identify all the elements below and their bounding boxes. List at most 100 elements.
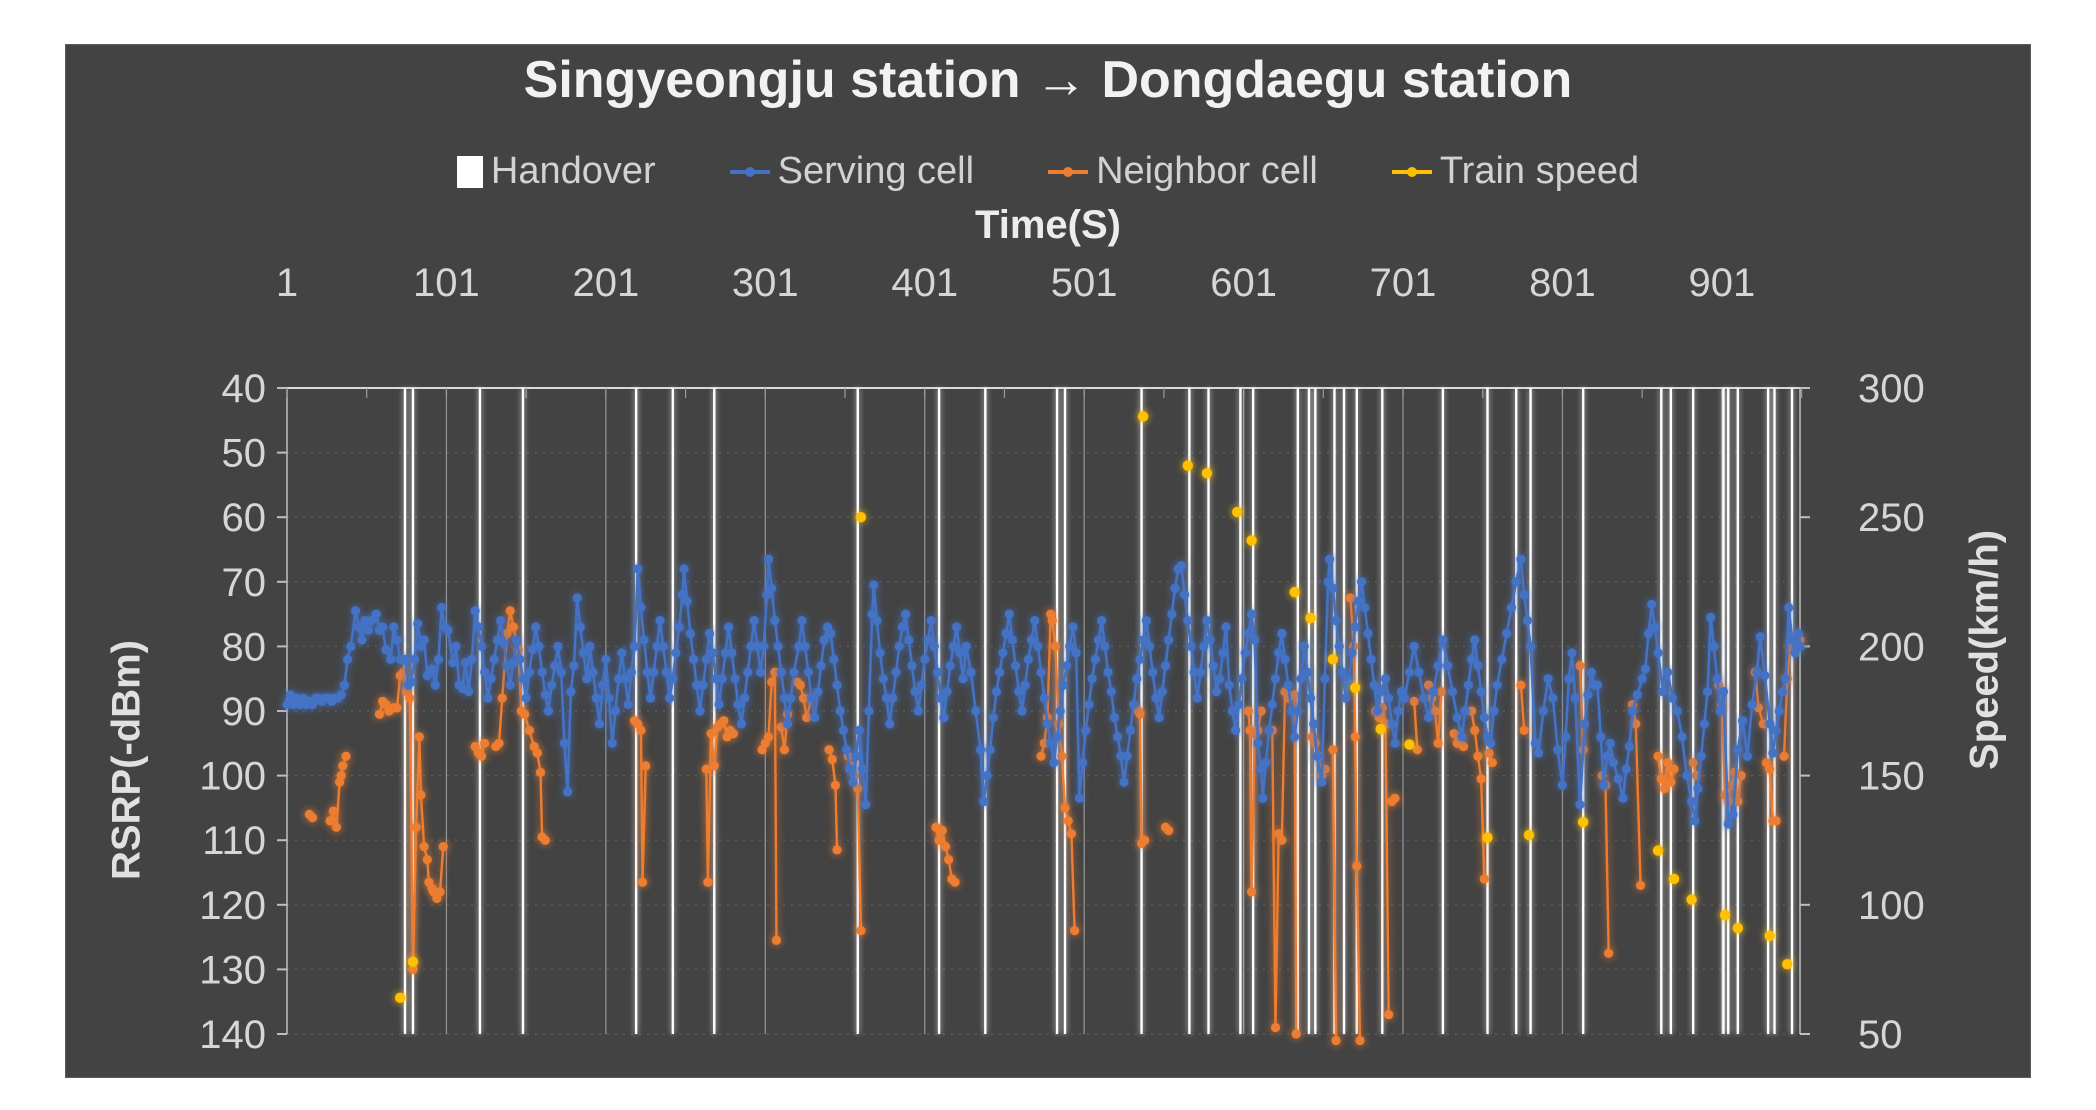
serving-cell-marker	[1466, 654, 1477, 664]
serving-cell-marker	[708, 648, 718, 658]
serving-cell-marker	[1489, 706, 1499, 716]
neighbor-cell-marker	[1575, 661, 1585, 671]
train-speed-marker	[1523, 829, 1535, 841]
serving-cell-marker	[400, 654, 410, 664]
serving-cell-marker	[1765, 719, 1775, 729]
serving-cell-marker	[1135, 654, 1145, 664]
train-speed-marker	[1305, 612, 1316, 624]
serving-cell-marker	[409, 654, 420, 664]
serving-cell-marker	[1215, 674, 1225, 684]
serving-cell-marker	[1596, 732, 1606, 742]
train-speed-marker	[407, 956, 419, 967]
train-speed-marker	[1201, 468, 1213, 479]
train-speed-marker	[1327, 654, 1339, 665]
serving-cell-marker	[1627, 706, 1638, 716]
serving-cell-marker	[888, 693, 898, 703]
serving-cell-marker	[1728, 809, 1738, 819]
neighbor-cell-line	[1293, 694, 1298, 1035]
serving-cell-marker	[486, 674, 496, 684]
legend-item-train-speed: Train speed	[1391, 150, 1639, 193]
neighbor-cell-marker	[1291, 1029, 1301, 1039]
serving-cell-marker	[688, 654, 699, 664]
neighbor-cell-marker	[419, 842, 429, 852]
neighbor-cell-marker	[405, 693, 415, 703]
serving-cell-marker	[1004, 609, 1014, 619]
serving-cell-marker	[1502, 628, 1512, 639]
serving-cell-marker	[1224, 680, 1234, 690]
train-speed-marker	[1732, 922, 1744, 934]
serving-cell-marker	[720, 648, 731, 658]
serving-cell-marker	[1557, 780, 1568, 790]
serving-cell-marker	[1246, 609, 1257, 619]
neighbor-cell-marker	[830, 780, 841, 790]
neighbor-cell-marker	[1063, 816, 1073, 826]
serving-cell-marker	[1538, 706, 1548, 716]
x-tick-label: 301	[732, 261, 799, 305]
serving-cell-marker	[998, 648, 1008, 658]
serving-cell-marker	[932, 667, 943, 677]
serving-cell-marker	[1637, 674, 1647, 684]
serving-cell-marker	[1672, 706, 1682, 716]
serving-cell-marker	[1138, 635, 1148, 645]
neighbor-cell-marker	[944, 854, 954, 865]
serving-cell-marker	[875, 648, 885, 658]
neighbor-cell-marker	[1328, 745, 1338, 755]
neighbor-cell-marker	[307, 812, 318, 823]
serving-cell-marker	[743, 667, 753, 677]
serving-cell-marker	[1350, 622, 1360, 632]
serving-cell-marker	[661, 667, 672, 677]
serving-cell-marker	[1384, 693, 1394, 703]
serving-cell-marker	[714, 699, 724, 710]
serving-cell-marker	[386, 654, 396, 664]
serving-cell-marker	[473, 622, 483, 632]
serving-cell-marker	[1320, 674, 1330, 684]
serving-cell-marker	[677, 590, 687, 600]
serving-cell-marker	[623, 699, 633, 710]
neighbor-cell-marker	[1736, 771, 1746, 781]
serving-cell-marker	[1356, 577, 1367, 587]
serving-cell-marker	[476, 641, 487, 652]
serving-cell-marker	[1087, 674, 1097, 684]
serving-cell-marker	[1164, 635, 1174, 645]
serving-cell-marker	[701, 654, 711, 664]
neighbor-cell-marker	[524, 725, 534, 735]
x-tick-label: 201	[572, 261, 639, 305]
neighbor-cell-marker	[779, 745, 790, 755]
serving-cell-marker	[610, 706, 621, 716]
serving-cell-marker	[891, 667, 901, 677]
neighbor-cell-marker	[494, 738, 504, 748]
serving-cell-marker	[585, 641, 595, 652]
neighbor-cell-marker	[1164, 825, 1174, 836]
neighbor-cell-marker	[1384, 1010, 1394, 1020]
neighbor-cell-marker	[1669, 764, 1679, 774]
serving-cell-marker	[1755, 632, 1765, 642]
serving-cell-marker	[878, 674, 888, 684]
serving-cell-marker	[1774, 706, 1784, 716]
serving-cell-marker	[1653, 648, 1663, 658]
serving-cell-marker	[430, 680, 440, 690]
serving-cell-marker	[427, 664, 437, 674]
serving-cell-marker	[1042, 719, 1053, 729]
serving-cell-marker	[762, 590, 772, 600]
neighbor-cell-marker	[1771, 816, 1781, 826]
serving-cell-marker	[1438, 635, 1448, 645]
neighbor-cell-marker	[1069, 926, 1080, 936]
serving-cell-marker	[569, 661, 579, 671]
serving-cell-marker	[1221, 622, 1231, 632]
serving-cell-marker	[1256, 764, 1266, 774]
serving-cell-marker	[489, 654, 499, 664]
serving-cell-marker	[360, 615, 370, 626]
x-tick-label: 501	[1051, 261, 1118, 305]
serving-cell-marker	[1457, 732, 1467, 742]
neighbor-cell-marker	[408, 964, 418, 975]
neighbor-cell-marker	[1765, 764, 1775, 774]
serving-cell-marker	[537, 667, 547, 677]
serving-cell-marker	[451, 641, 461, 652]
serving-cell-marker	[813, 687, 823, 697]
y-left-tick-label: 50	[222, 432, 267, 476]
serving-cell-marker	[679, 564, 689, 574]
neighbor-cell-marker	[770, 667, 780, 677]
serving-cell-marker	[1353, 596, 1363, 606]
serving-cell-marker	[518, 674, 528, 684]
serving-cell-marker	[1299, 641, 1309, 652]
